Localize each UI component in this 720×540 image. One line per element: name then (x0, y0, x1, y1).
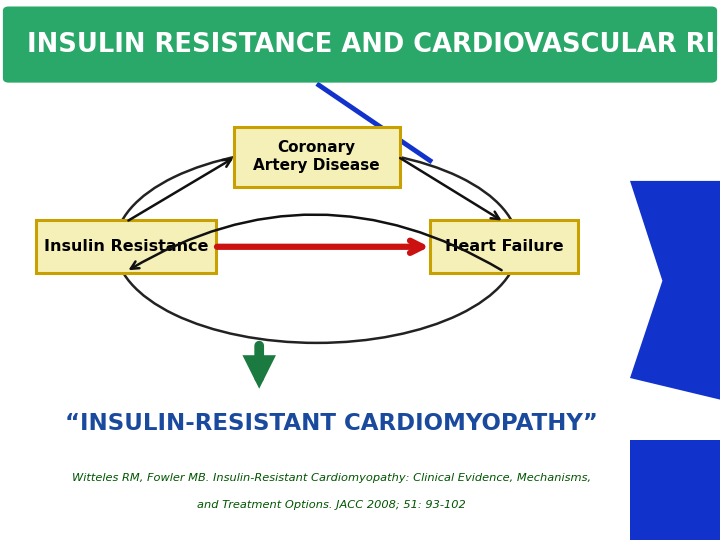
Polygon shape (630, 440, 720, 540)
FancyBboxPatch shape (430, 220, 578, 273)
Text: Coronary
Artery Disease: Coronary Artery Disease (253, 140, 380, 173)
FancyBboxPatch shape (35, 220, 216, 273)
Text: and Treatment Options. JACC 2008; 51: 93-102: and Treatment Options. JACC 2008; 51: 93… (197, 500, 466, 510)
Polygon shape (630, 181, 720, 400)
Text: Heart Failure: Heart Failure (445, 239, 563, 254)
FancyBboxPatch shape (233, 126, 400, 186)
Text: INSULIN RESISTANCE AND CARDIOVASCULAR RISK: INSULIN RESISTANCE AND CARDIOVASCULAR RI… (27, 31, 720, 58)
FancyBboxPatch shape (3, 6, 717, 83)
Text: Insulin Resistance: Insulin Resistance (44, 239, 208, 254)
Text: “INSULIN-RESISTANT CARDIOMYOPATHY”: “INSULIN-RESISTANT CARDIOMYOPATHY” (65, 413, 598, 435)
Text: Witteles RM, Fowler MB. Insulin-Resistant Cardiomyopathy: Clinical Evidence, Mec: Witteles RM, Fowler MB. Insulin-Resistan… (71, 473, 591, 483)
